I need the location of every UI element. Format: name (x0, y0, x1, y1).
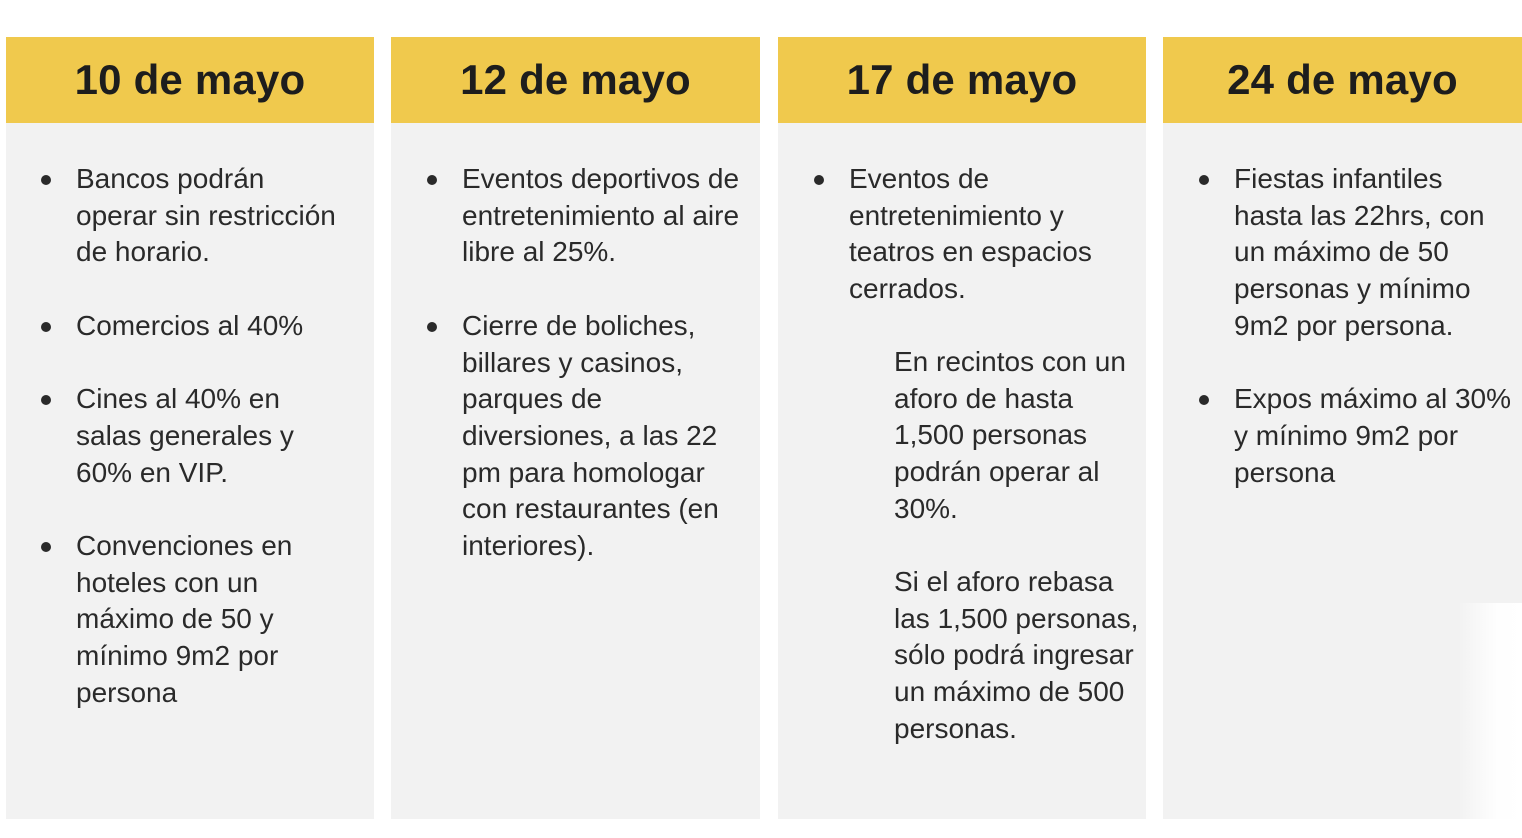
bullet-icon (427, 175, 437, 185)
bullet-icon (1199, 395, 1209, 406)
item-text: Comercios al 40% (76, 309, 304, 341)
sub-paragraph: En recintos con un aforo de hasta 1,500 … (894, 346, 1126, 524)
list-item: Cines al 40% en salas generales y 60% en… (41, 381, 341, 491)
sub-paragraph: Si el aforo rebasa las 1,500 personas, s… (894, 566, 1139, 744)
bullet-icon (427, 321, 437, 332)
bullet-icon (1199, 175, 1209, 185)
column-date-header: 24 de mayo (1163, 37, 1522, 123)
item-text: Expos máximo al 30% y mínimo 9m2 por per… (1234, 383, 1512, 488)
item-text: Eventos deportivos de entretenimiento al… (462, 163, 740, 268)
bullet-icon (41, 175, 51, 185)
list-item: Convenciones en hoteles con un máximo de… (41, 528, 341, 712)
item-list: Eventos de entretenimiento y teatros en … (814, 161, 1134, 345)
item-text: Bancos podrán operar sin restricción de … (76, 163, 336, 268)
column-date-header: 12 de mayo (391, 37, 760, 123)
column-date-header: 17 de mayo (778, 37, 1146, 123)
item-text: Cines al 40% en salas generales y 60% en… (76, 383, 294, 488)
bullet-icon (41, 395, 51, 406)
list-item: Eventos deportivos de entretenimiento al… (427, 161, 747, 271)
bullet-icon (41, 541, 51, 552)
item-text: Eventos de entretenimiento y teatros en … (849, 163, 1092, 305)
column-10-mayo: 10 de mayo Bancos podrán operar sin rest… (6, 37, 374, 819)
item-list: Eventos deportivos de entretenimiento al… (427, 161, 747, 601)
column-12-mayo: 12 de mayo Eventos deportivos de entrete… (391, 37, 760, 819)
list-item: Cierre de boliches, billares y casinos, … (427, 308, 747, 565)
column-24-mayo: 24 de mayo Fiestas infantiles hasta las … (1163, 37, 1522, 819)
item-list: Bancos podrán operar sin restricción de … (41, 161, 341, 748)
item-text: Convenciones en hoteles con un máximo de… (76, 529, 293, 708)
column-date-header: 10 de mayo (6, 37, 374, 123)
column-17-mayo: 17 de mayo Eventos de entretenimiento y … (778, 37, 1146, 819)
screen-glare (1458, 603, 1522, 838)
list-item: Bancos podrán operar sin restricción de … (41, 161, 341, 271)
list-item: Fiestas infantiles hasta las 22hrs, con … (1199, 161, 1511, 345)
list-item: Eventos de entretenimiento y teatros en … (814, 161, 1134, 308)
item-text: Cierre de boliches, billares y casinos, … (462, 309, 719, 562)
bullet-icon (814, 175, 824, 185)
item-list: Fiestas infantiles hasta las 22hrs, con … (1199, 161, 1511, 528)
item-text: Fiestas infantiles hasta las 22hrs, con … (1234, 163, 1485, 341)
list-item: Comercios al 40% (41, 308, 341, 345)
bullet-icon (41, 321, 51, 332)
list-item: Expos máximo al 30% y mínimo 9m2 por per… (1199, 381, 1511, 491)
